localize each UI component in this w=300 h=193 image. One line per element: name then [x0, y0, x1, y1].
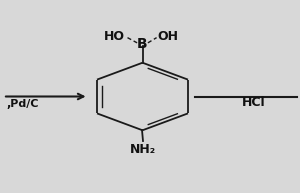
Text: HCl: HCl: [242, 96, 265, 109]
Text: B: B: [137, 37, 148, 51]
Text: NH₂: NH₂: [129, 143, 156, 156]
Text: HO: HO: [103, 30, 124, 43]
Text: OH: OH: [158, 30, 178, 43]
Text: ,Pd/C: ,Pd/C: [6, 99, 38, 109]
